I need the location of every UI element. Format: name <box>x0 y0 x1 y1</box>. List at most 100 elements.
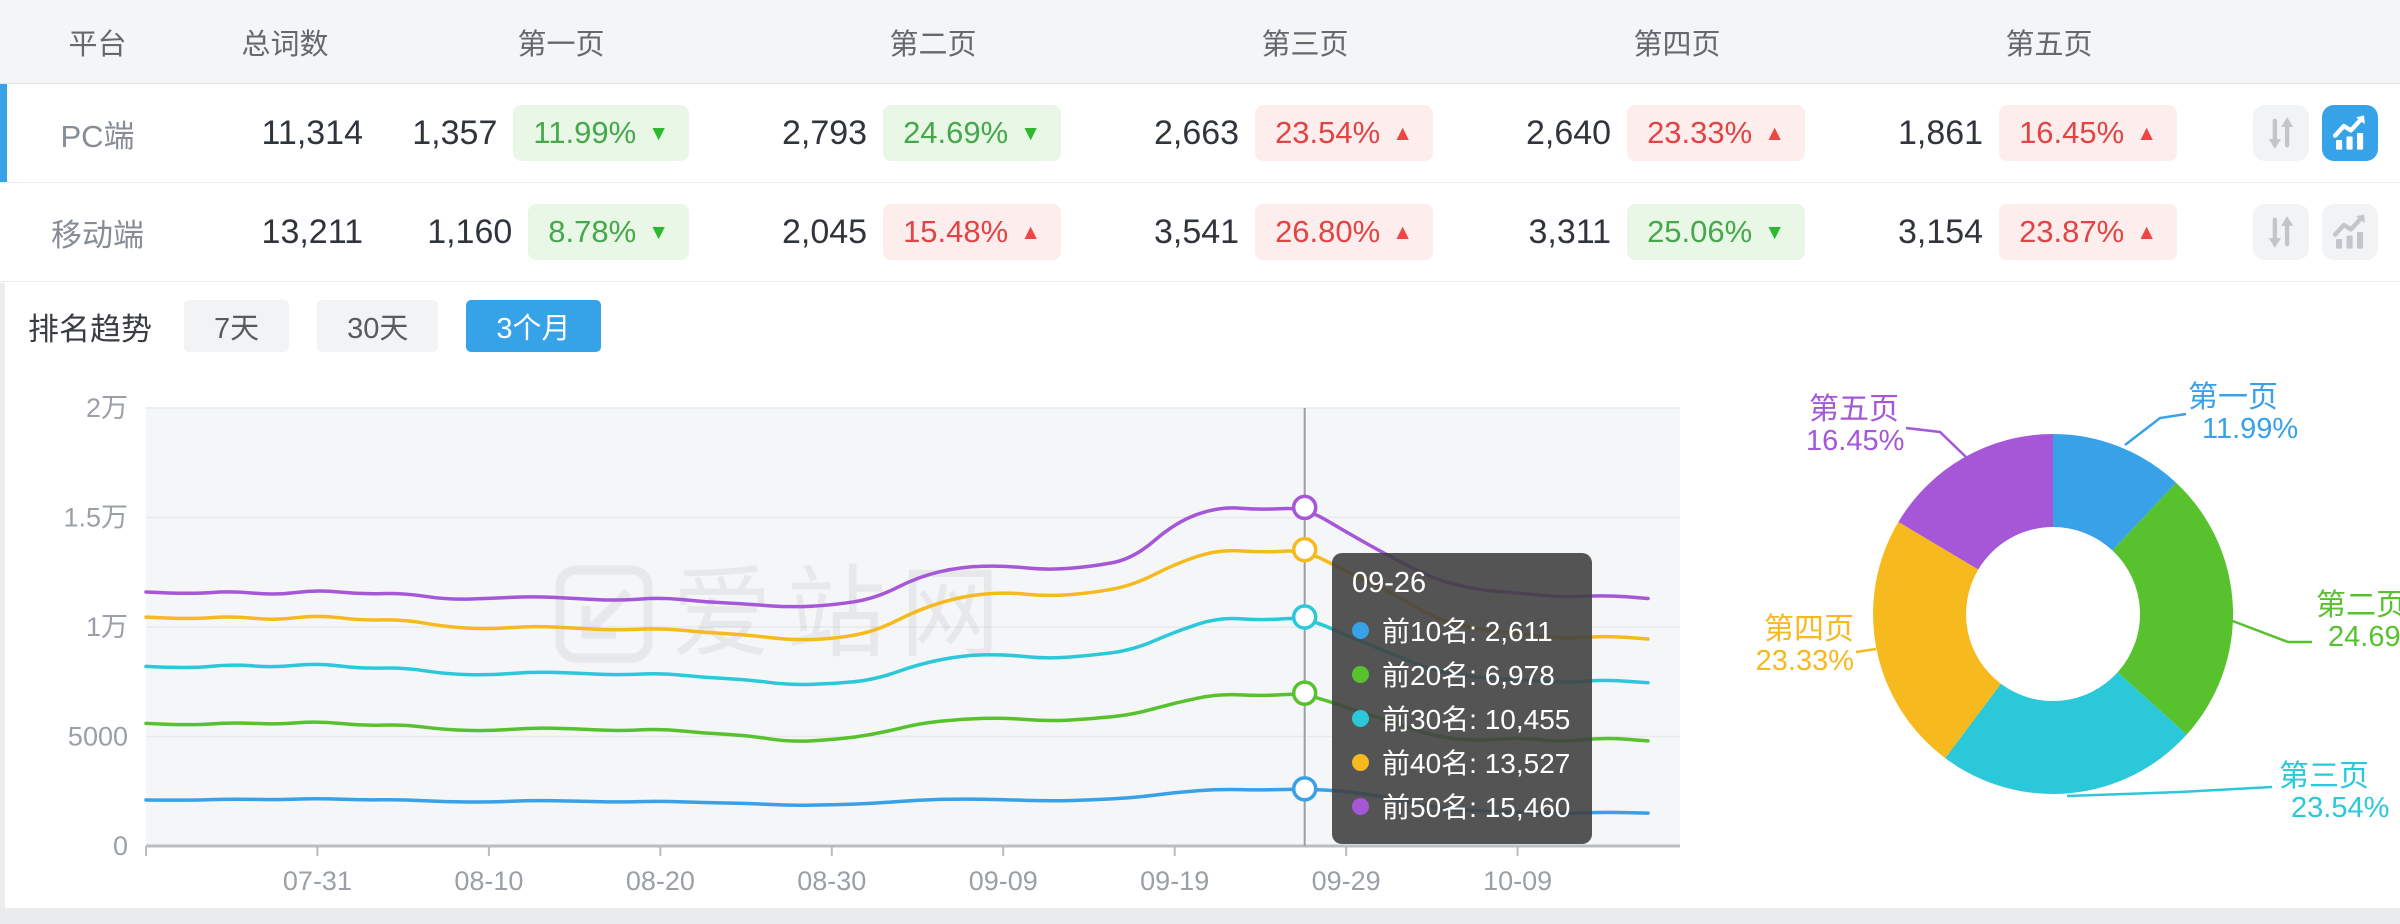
svg-text:09-29: 09-29 <box>1312 866 1381 896</box>
donut-label-page3: 第三页 23.54% <box>2279 760 2390 824</box>
page3-change-badge: 26.80% ▲ <box>1255 204 1433 260</box>
page3-count: 2,663 <box>1153 113 1240 152</box>
header-page4: 第四页 <box>1633 28 1721 61</box>
page-bottom-strip <box>0 908 2400 924</box>
triangle-up-icon: ▲ <box>2136 220 2157 244</box>
triangle-up-icon: ▲ <box>1392 121 1413 145</box>
svg-text:1.5万: 1.5万 <box>63 503 128 533</box>
donut-leader-line-第四页 <box>1855 647 1877 654</box>
triangle-up-icon: ▲ <box>1392 220 1413 244</box>
donut-leader-line-第一页 <box>2124 412 2187 446</box>
page2-cell: 2,045 15.48% ▲ <box>747 204 1119 260</box>
row-actions <box>2235 204 2400 260</box>
page1-change-badge: 11.99% ▼ <box>513 105 689 161</box>
donut-slice-第一页[interactable] <box>2053 434 2177 551</box>
donut-slice-第五页[interactable] <box>1898 434 2053 570</box>
tab-7-days[interactable]: 7天 <box>184 300 290 352</box>
page4-change-badge: 23.33% ▲ <box>1627 105 1805 161</box>
donut-leader-line-第五页 <box>1905 426 1967 458</box>
watermark: 爱站网 <box>555 558 1014 670</box>
triangle-up-icon: ▲ <box>1020 220 1041 244</box>
row-actions <box>2235 105 2400 161</box>
trend-toolbar: 排名趋势 7天 30天 3个月 <box>28 300 601 352</box>
donut-leader-line-第三页 <box>2066 785 2273 798</box>
svg-text:08-30: 08-30 <box>797 866 866 896</box>
table-row-mobile[interactable]: 移动端 13,211 1,160 8.78% ▼ 2,045 15.48% ▲ 3… <box>0 183 2400 282</box>
tab-30-days[interactable]: 30天 <box>317 300 439 352</box>
svg-text:2万: 2万 <box>86 393 128 423</box>
series-dot-icon <box>1352 753 1369 771</box>
page3-cell: 3,541 26.80% ▲ <box>1119 204 1491 260</box>
svg-text:10-09: 10-09 <box>1483 866 1552 896</box>
tooltip-row-前10名: 前10名: 2,611 <box>1352 608 1570 652</box>
page1-cell: 1,160 8.78% ▼ <box>375 204 747 260</box>
page4-change-badge: 25.06% ▼ <box>1627 204 1805 260</box>
total-words-value: 13,211 <box>261 212 363 251</box>
donut-label-page1: 第一页 11.99% <box>2188 381 2299 445</box>
donut-slice-第三页[interactable] <box>1945 672 2187 795</box>
page1-cell: 1,357 11.99% ▼ <box>375 105 747 161</box>
svg-text:09-19: 09-19 <box>1140 866 1209 896</box>
chart-tooltip: 09-26 前10名: 2,611 前20名: 6,978 前30名: 10,455… <box>1332 553 1593 844</box>
donut-slice-第二页[interactable] <box>2112 482 2234 735</box>
svg-text:0: 0 <box>113 831 128 861</box>
page3-cell: 2,663 23.54% ▲ <box>1119 105 1491 161</box>
page5-change-badge: 16.45% ▲ <box>1999 105 2177 161</box>
svg-text:1万: 1万 <box>86 612 128 642</box>
series-dot-icon <box>1352 621 1369 639</box>
triangle-up-icon: ▲ <box>1764 121 1785 145</box>
page1-count: 1,160 <box>427 212 513 251</box>
donut-slice-第四页[interactable] <box>1873 521 2001 759</box>
header-page2: 第二页 <box>889 28 977 61</box>
page1-change-badge: 8.78% ▼ <box>528 204 689 260</box>
tooltip-date: 09-26 <box>1352 567 1427 599</box>
page5-cell: 3,154 23.87% ▲ <box>1863 204 2235 260</box>
page5-count: 1,861 <box>1897 113 1984 152</box>
page3-count: 3,541 <box>1153 212 1240 251</box>
page2-count: 2,793 <box>781 113 868 152</box>
donut-label-page2: 第二页 24.69% <box>2316 589 2400 653</box>
page5-cell: 1,861 16.45% ▲ <box>1863 105 2235 161</box>
donut-label-page5: 第五页 16.45% <box>1806 393 1905 457</box>
page2-count: 2,045 <box>781 212 868 251</box>
page-edge <box>0 283 5 908</box>
sort-compare-button[interactable] <box>2253 204 2309 260</box>
header-page5: 第五页 <box>2005 28 2093 61</box>
trend-title: 排名趋势 <box>28 311 152 347</box>
show-trend-chart-button[interactable] <box>2322 105 2378 161</box>
page4-count: 2,640 <box>1525 113 1612 152</box>
platform-label: 移动端 <box>51 217 144 253</box>
donut-label-page4: 第四页 23.33% <box>1755 613 1854 677</box>
sort-compare-button[interactable] <box>2253 105 2309 161</box>
donut-leader-line-第二页 <box>2229 618 2312 644</box>
table-row-pc[interactable]: PC端 11,314 1,357 11.99% ▼ 2,793 24.69% ▼ … <box>0 84 2400 183</box>
page3-change-badge: 23.54% ▲ <box>1255 105 1433 161</box>
triangle-down-icon: ▼ <box>1020 121 1041 145</box>
svg-text:08-10: 08-10 <box>454 866 523 896</box>
series-dot-icon <box>1352 665 1369 683</box>
total-words-value: 11,314 <box>261 113 363 152</box>
triangle-down-icon: ▼ <box>648 220 669 244</box>
page-distribution-donut-chart: 第一页 11.99% 第二页 24.69% 第三页 23.54% 第四页 23.… <box>1600 380 2400 924</box>
show-trend-chart-button[interactable] <box>2322 204 2378 260</box>
page5-change-badge: 23.87% ▲ <box>1999 204 2177 260</box>
triangle-down-icon: ▼ <box>1764 220 1785 244</box>
platform-label: PC端 <box>60 118 135 154</box>
page4-cell: 2,640 23.33% ▲ <box>1491 105 1863 161</box>
svg-text:08-20: 08-20 <box>626 866 695 896</box>
tooltip-row-前40名: 前40名: 13,527 <box>1352 740 1570 784</box>
tooltip-row-前30名: 前30名: 10,455 <box>1352 696 1570 740</box>
svg-text:07-31: 07-31 <box>283 866 352 896</box>
series-dot-icon <box>1352 797 1369 815</box>
header-platform: 平台 <box>68 28 127 61</box>
tab-3-months[interactable]: 3个月 <box>466 300 601 352</box>
page2-change-badge: 24.69% ▼ <box>883 105 1061 161</box>
tooltip-row-前50名: 前50名: 15,460 <box>1352 784 1570 828</box>
header-page1: 第一页 <box>517 28 605 61</box>
svg-text:5000: 5000 <box>68 722 128 752</box>
svg-text:爱站网: 爱站网 <box>672 558 1014 670</box>
series-dot-icon <box>1352 709 1369 727</box>
tooltip-row-前20名: 前20名: 6,978 <box>1352 652 1570 696</box>
svg-text:09-09: 09-09 <box>969 866 1038 896</box>
